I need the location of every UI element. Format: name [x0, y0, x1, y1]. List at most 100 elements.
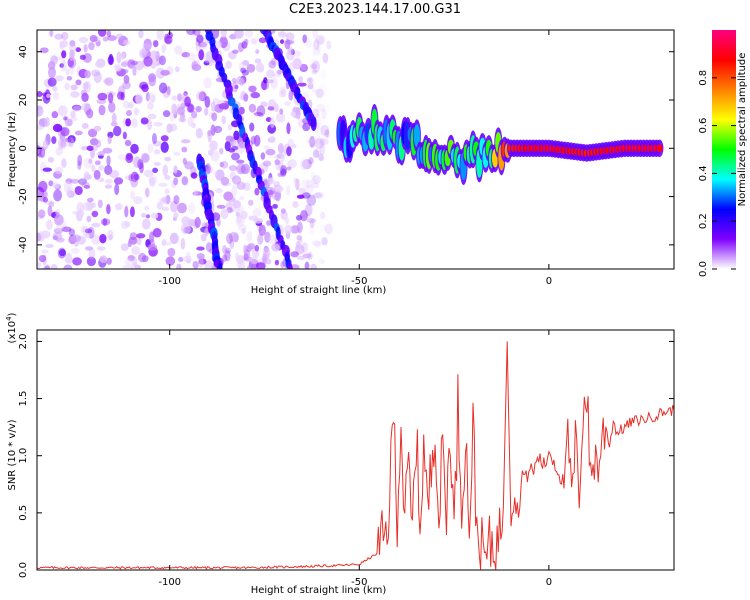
- noise-speckle: [260, 79, 270, 91]
- noise-speckle: [185, 252, 191, 262]
- snr-y-axis-label: SNR (10 * v/v): [7, 419, 18, 490]
- noise-speckle: [169, 200, 179, 213]
- noise-speckle: [131, 246, 141, 255]
- noise-speckle: [272, 181, 281, 188]
- noise-speckle: [64, 82, 70, 91]
- noise-speckle: [51, 111, 59, 119]
- noise-speckle: [55, 208, 61, 216]
- noise-speckle: [140, 212, 147, 218]
- noise-speckle: [164, 188, 170, 195]
- noise-speckle: [294, 50, 301, 58]
- noise-speckle: [104, 184, 112, 189]
- noise-speckle: [124, 175, 132, 180]
- noise-speckle: [268, 60, 277, 69]
- noise-speckle: [233, 130, 240, 141]
- noise-speckle: [173, 177, 179, 186]
- noise-speckle: [63, 116, 68, 121]
- noise-speckle: [260, 152, 266, 160]
- noise-speckle: [37, 232, 42, 242]
- noise-speckle: [231, 77, 237, 83]
- noise-speckle: [183, 226, 192, 234]
- noise-speckle: [252, 207, 262, 218]
- noise-speckle: [244, 30, 254, 39]
- noise-speckle: [59, 39, 69, 48]
- spectrogram-frame: [36, 29, 675, 270]
- noise-speckle: [147, 102, 154, 110]
- noise-speckle: [241, 41, 248, 49]
- noise-speckle: [307, 82, 314, 90]
- noise-speckle: [182, 157, 187, 165]
- noise-speckle: [222, 244, 227, 254]
- snr-y-ticks: 0.0 0.5 1.0 1.5 2.0: [18, 333, 674, 578]
- noise-speckle: [136, 233, 146, 239]
- noise-speckle: [124, 139, 132, 147]
- noise-speckle: [120, 243, 129, 252]
- noise-speckle: [268, 189, 273, 198]
- noise-speckle: [53, 227, 64, 234]
- noise-speckle: [99, 233, 107, 244]
- noise-speckle: [238, 195, 245, 201]
- noise-speckle: [270, 77, 278, 90]
- noise-speckle: [84, 231, 90, 238]
- noise-speckle: [313, 39, 320, 50]
- noise-speckle: [243, 38, 249, 46]
- noise-speckle: [94, 60, 105, 68]
- noise-speckle: [152, 40, 159, 48]
- noise-speckle: [68, 137, 75, 148]
- noise-speckle: [284, 101, 292, 106]
- noise-speckle: [318, 153, 324, 162]
- chart-title: C2E3.2023.144.17.00.G31: [288, 2, 462, 17]
- noise-speckle: [49, 30, 54, 37]
- colorbar-gradient: [712, 30, 736, 269]
- noise-speckle: [173, 165, 178, 174]
- noise-speckle: [310, 178, 319, 184]
- noise-speckle: [181, 176, 189, 186]
- noise-speckle: [196, 34, 204, 44]
- noise-speckle: [89, 34, 98, 43]
- noise-speckle: [288, 89, 294, 101]
- noise-speckle: [42, 196, 49, 203]
- noise-speckle: [161, 238, 167, 247]
- streak-mark: [310, 117, 317, 132]
- noise-speckle: [311, 69, 318, 75]
- noise-speckle: [60, 127, 70, 137]
- noise-speckle: [137, 158, 144, 170]
- noise-speckle: [161, 196, 172, 205]
- noise-speckle: [299, 210, 308, 222]
- streak-mark: [217, 263, 223, 269]
- noise-speckle: [209, 140, 218, 151]
- noise-speckle: [83, 157, 93, 169]
- noise-speckle: [120, 61, 128, 67]
- noise-speckle: [106, 204, 111, 215]
- noise-speckle: [301, 242, 308, 253]
- noise-speckle: [266, 69, 275, 79]
- noise-speckle: [236, 181, 246, 190]
- noise-speckle: [107, 55, 115, 66]
- colorbar-tick-label: 0.6: [698, 118, 709, 134]
- noise-speckle: [304, 261, 310, 269]
- noise-speckle: [182, 255, 192, 263]
- noise-speckle: [51, 136, 57, 145]
- noise-speckle: [169, 111, 175, 123]
- noise-speckle: [151, 132, 157, 145]
- y-tick-label: 40: [18, 45, 29, 58]
- noise-speckle: [312, 30, 319, 40]
- noise-speckle: [59, 63, 65, 68]
- noise-speckle: [176, 263, 182, 269]
- noise-speckle: [167, 247, 176, 257]
- noise-speckle: [165, 256, 176, 266]
- noise-speckle: [195, 105, 202, 113]
- noise-speckle: [150, 212, 159, 219]
- noise-speckle: [264, 144, 271, 150]
- noise-speckle: [123, 74, 130, 84]
- noise-speckle: [254, 58, 262, 64]
- noise-speckle: [306, 136, 316, 144]
- noise-speckle: [160, 141, 169, 153]
- noise-speckle: [220, 30, 227, 38]
- noise-speckle: [106, 229, 114, 241]
- noise-speckle: [305, 37, 312, 48]
- noise-speckle: [224, 250, 231, 262]
- noise-speckle: [284, 224, 293, 235]
- noise-speckle: [147, 243, 158, 251]
- noise-speckle: [319, 224, 327, 232]
